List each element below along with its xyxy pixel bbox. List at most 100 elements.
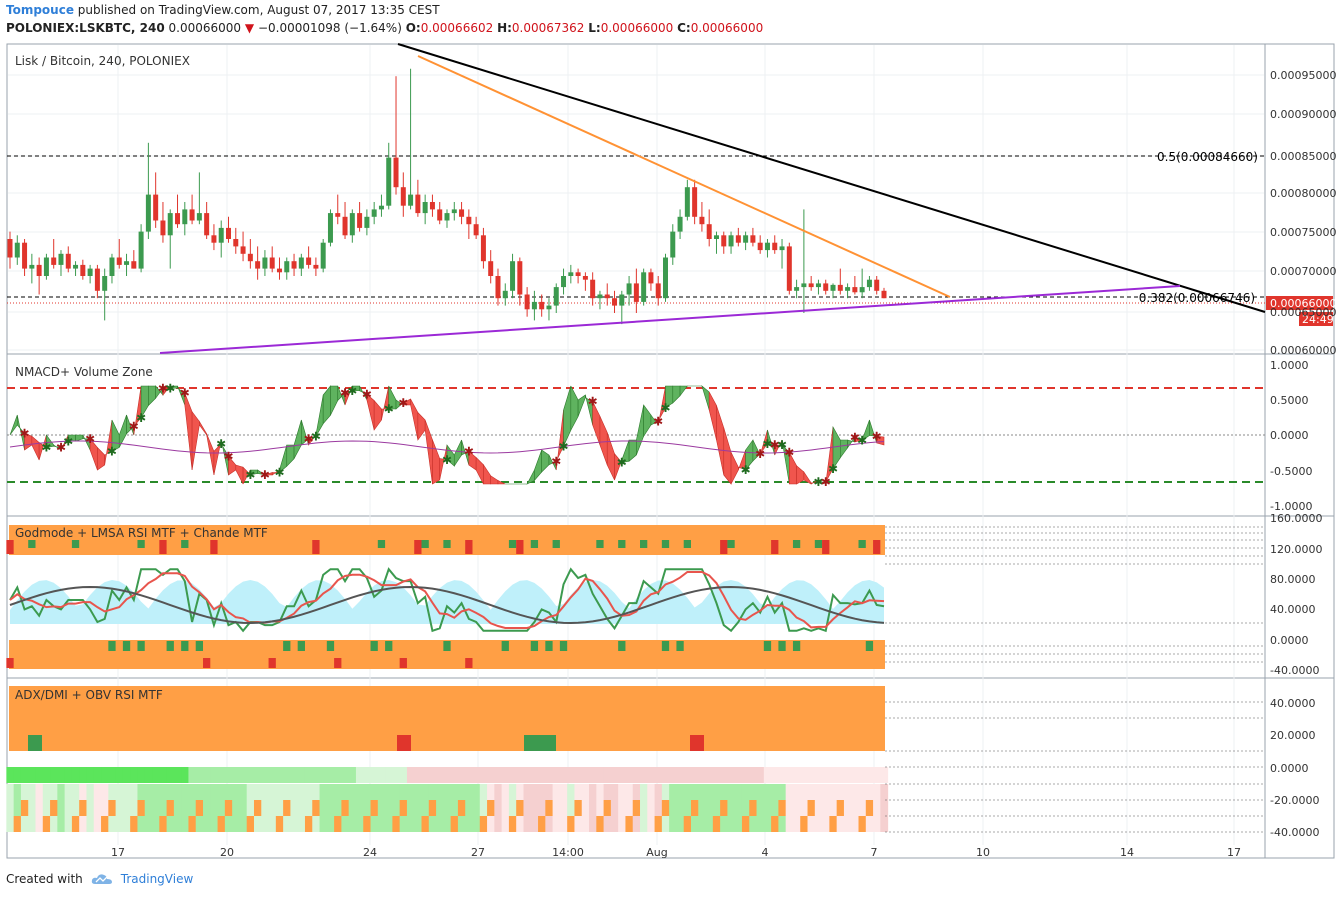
candle-body <box>357 213 363 228</box>
low-value: 0.00066000 <box>600 21 674 35</box>
godmode-block <box>552 540 560 548</box>
obv-cell <box>836 784 845 800</box>
obv-cell <box>326 816 335 832</box>
candle-body <box>823 283 829 291</box>
obv-cell <box>173 816 182 832</box>
obv-cell <box>71 767 80 783</box>
candle-body <box>728 235 734 247</box>
obv-cell <box>603 784 612 800</box>
candle-body <box>65 253 71 269</box>
obv-cell <box>822 816 830 832</box>
tradingview-cloud-icon <box>91 874 112 884</box>
candle-body <box>240 246 246 254</box>
cross-marker: ✱ <box>223 449 233 463</box>
obv-cell <box>399 767 408 783</box>
obv-cell <box>392 784 401 800</box>
obv-cell <box>6 816 15 832</box>
obv-cell <box>232 767 240 783</box>
y-tick: 0.5000 <box>1270 394 1309 407</box>
nmacd-segment <box>31 435 40 461</box>
godmode-block <box>763 641 772 651</box>
candle-body <box>553 287 559 306</box>
cross-marker: ✱ <box>216 437 226 451</box>
y-tick: 0.0000 <box>1270 429 1309 442</box>
nmacd-segment <box>577 394 586 417</box>
candle-body <box>881 290 887 299</box>
obv-cell <box>661 767 670 783</box>
cross-marker: ✱ <box>653 414 663 428</box>
candle-body <box>276 268 282 273</box>
candle-body <box>284 261 290 273</box>
obv-cell <box>253 800 262 816</box>
support-line-purple[interactable] <box>159 285 1181 354</box>
author-link[interactable]: Tompouce <box>6 3 74 17</box>
obv-cell <box>108 767 117 783</box>
price-pane[interactable]: 0.5(0.00084660) 0.382(0.00066746) Lisk /… <box>7 43 1336 357</box>
x-tick: 27 <box>471 846 485 859</box>
y-tick: 20.0000 <box>1270 729 1316 742</box>
candle-body <box>349 213 355 236</box>
obv-cell <box>851 767 860 783</box>
godmode-block <box>414 540 422 554</box>
cross-marker: ✱ <box>384 402 394 416</box>
obv-cell <box>538 816 546 832</box>
obv-cell <box>20 784 29 800</box>
obv-cell <box>443 784 452 800</box>
obv-cell <box>217 767 226 783</box>
obv-cell <box>50 816 58 832</box>
godmode-block <box>421 540 429 548</box>
godmode-pane[interactable]: Godmode + LMSA RSI MTF + Chande MTF 160.… <box>6 512 1323 677</box>
countdown-tag <box>1299 312 1333 326</box>
godmode-block <box>181 641 189 651</box>
nmacd-segment <box>475 456 484 485</box>
candle-body <box>510 261 516 291</box>
godmode-block <box>661 540 670 548</box>
adx-pane[interactable]: ADX/DMI + OBV RSI MTF 40.0000 20.0000 0.… <box>6 526 1319 839</box>
godmode-block <box>108 641 116 651</box>
price-axis[interactable]: 0.00095000 0.00090000 0.00085000 0.00080… <box>1270 69 1336 357</box>
x-tick: 20 <box>220 846 234 859</box>
obv-cell <box>792 784 801 800</box>
candle-body <box>51 257 57 265</box>
obv-cell <box>618 800 626 816</box>
candle-body <box>451 209 457 214</box>
candle-body <box>408 194 414 206</box>
obv-cell <box>567 767 575 783</box>
cross-marker: ✱ <box>362 387 372 401</box>
downtrend-line-black[interactable] <box>397 43 1266 313</box>
obv-cell <box>683 767 692 783</box>
y-tick: 0.00060000 <box>1270 344 1336 357</box>
obv-cell <box>283 767 291 783</box>
obv-cell <box>589 784 597 800</box>
candle-body <box>648 272 654 284</box>
godmode-block <box>530 641 539 651</box>
obv-cell <box>749 767 758 783</box>
obv-cell <box>705 816 714 832</box>
x-tick: 17 <box>1227 846 1241 859</box>
cross-marker: ✱ <box>755 447 765 461</box>
candle-body <box>14 242 20 258</box>
down-arrow-icon: ▼ <box>244 21 255 35</box>
obv-cell <box>290 784 299 800</box>
obv-cell <box>610 800 619 816</box>
nmacd-segment <box>184 392 193 471</box>
godmode-block <box>814 540 823 548</box>
tradingview-link[interactable]: TradingView <box>120 872 194 886</box>
candlestick-series <box>7 68 887 325</box>
godmode-block <box>71 540 80 548</box>
time-axis[interactable]: 17 20 24 27 14:00 Aug 4 7 10 14 17 <box>111 846 1241 859</box>
obv-cell <box>203 767 211 783</box>
obv-cell <box>57 767 66 783</box>
obv-cell <box>720 800 728 816</box>
downtrend-line-orange[interactable] <box>417 55 951 298</box>
obv-cell <box>42 784 51 800</box>
obv-cell <box>312 800 321 816</box>
obv-cell <box>137 800 146 816</box>
godmode-block <box>618 540 626 548</box>
nmacd-pane[interactable]: ✱✱ ✱✱ ✱✱✱✱✱✱ ✱✱✱✱ ✱ ✱✱✱✱✱ ✱✱ ✱✱✱✱✱✱✱✱✱✱✱✱✱✱✱✱✱✱… <box>7 359 1312 513</box>
obv-cell <box>283 816 291 832</box>
obv-cell <box>589 816 597 832</box>
obv-cell <box>647 767 656 783</box>
obv-cell <box>574 816 583 832</box>
